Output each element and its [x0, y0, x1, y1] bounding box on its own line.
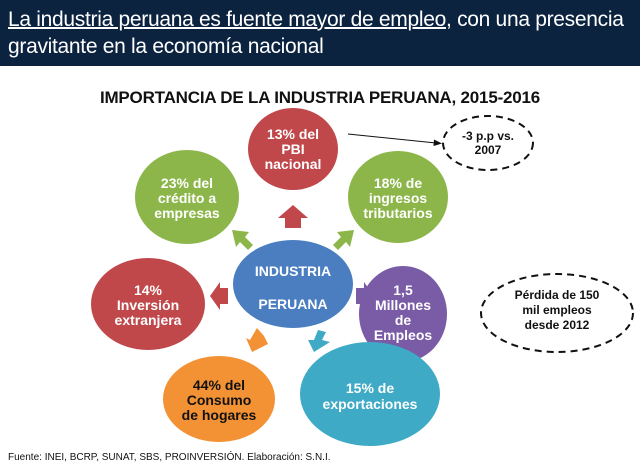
arrow-left-icon: [210, 282, 228, 310]
arrow-downright-icon: [308, 330, 330, 352]
note-arrowhead-icon: [433, 139, 442, 146]
node-tributarios: 18% de ingresos tributarios: [348, 151, 448, 243]
node-inversion: 14% Inversión extranjera: [91, 258, 205, 350]
node-exportaciones: 15% de exportaciones: [300, 342, 440, 446]
slide-header: La industria peruana es fuente mayor de …: [0, 0, 640, 66]
source-footer: Fuente: INEI, BCRP, SUNAT, SBS, PROINVER…: [8, 452, 331, 463]
header-title-rest: con una presencia gravitante en la econo…: [8, 8, 624, 58]
arrow-up-icon: [278, 205, 308, 228]
note-arrow: [347, 133, 437, 144]
svg-text:-3 p.p vs.2007: -3 p.p vs. 2007: [462, 129, 514, 157]
note-empleo: Pérdida de 150 mil empleos desde 2012: [480, 273, 634, 353]
arrow-upleft-icon: [232, 230, 253, 250]
header-title-underlined: La industria peruana es fuente mayor de …: [8, 8, 452, 31]
node-pbi: 13% del PBI nacional: [248, 108, 338, 190]
node-consumo: 44% del Consumo de hogares: [163, 356, 275, 442]
arrow-upright-icon: [333, 230, 354, 250]
arrow-downleft-icon: [246, 328, 268, 352]
note-pbi: -3 p.p vs. 2007: [442, 115, 534, 171]
node-credito: 23% del crédito a empresas: [135, 150, 239, 244]
node-empleos: 1,5 Millones de Empleos: [359, 266, 447, 362]
diagram-title: IMPORTANCIA DE LA INDUSTRIA PERUANA, 201…: [99, 88, 541, 107]
node-center: INDUSTRIA PERUANA: [233, 240, 353, 328]
